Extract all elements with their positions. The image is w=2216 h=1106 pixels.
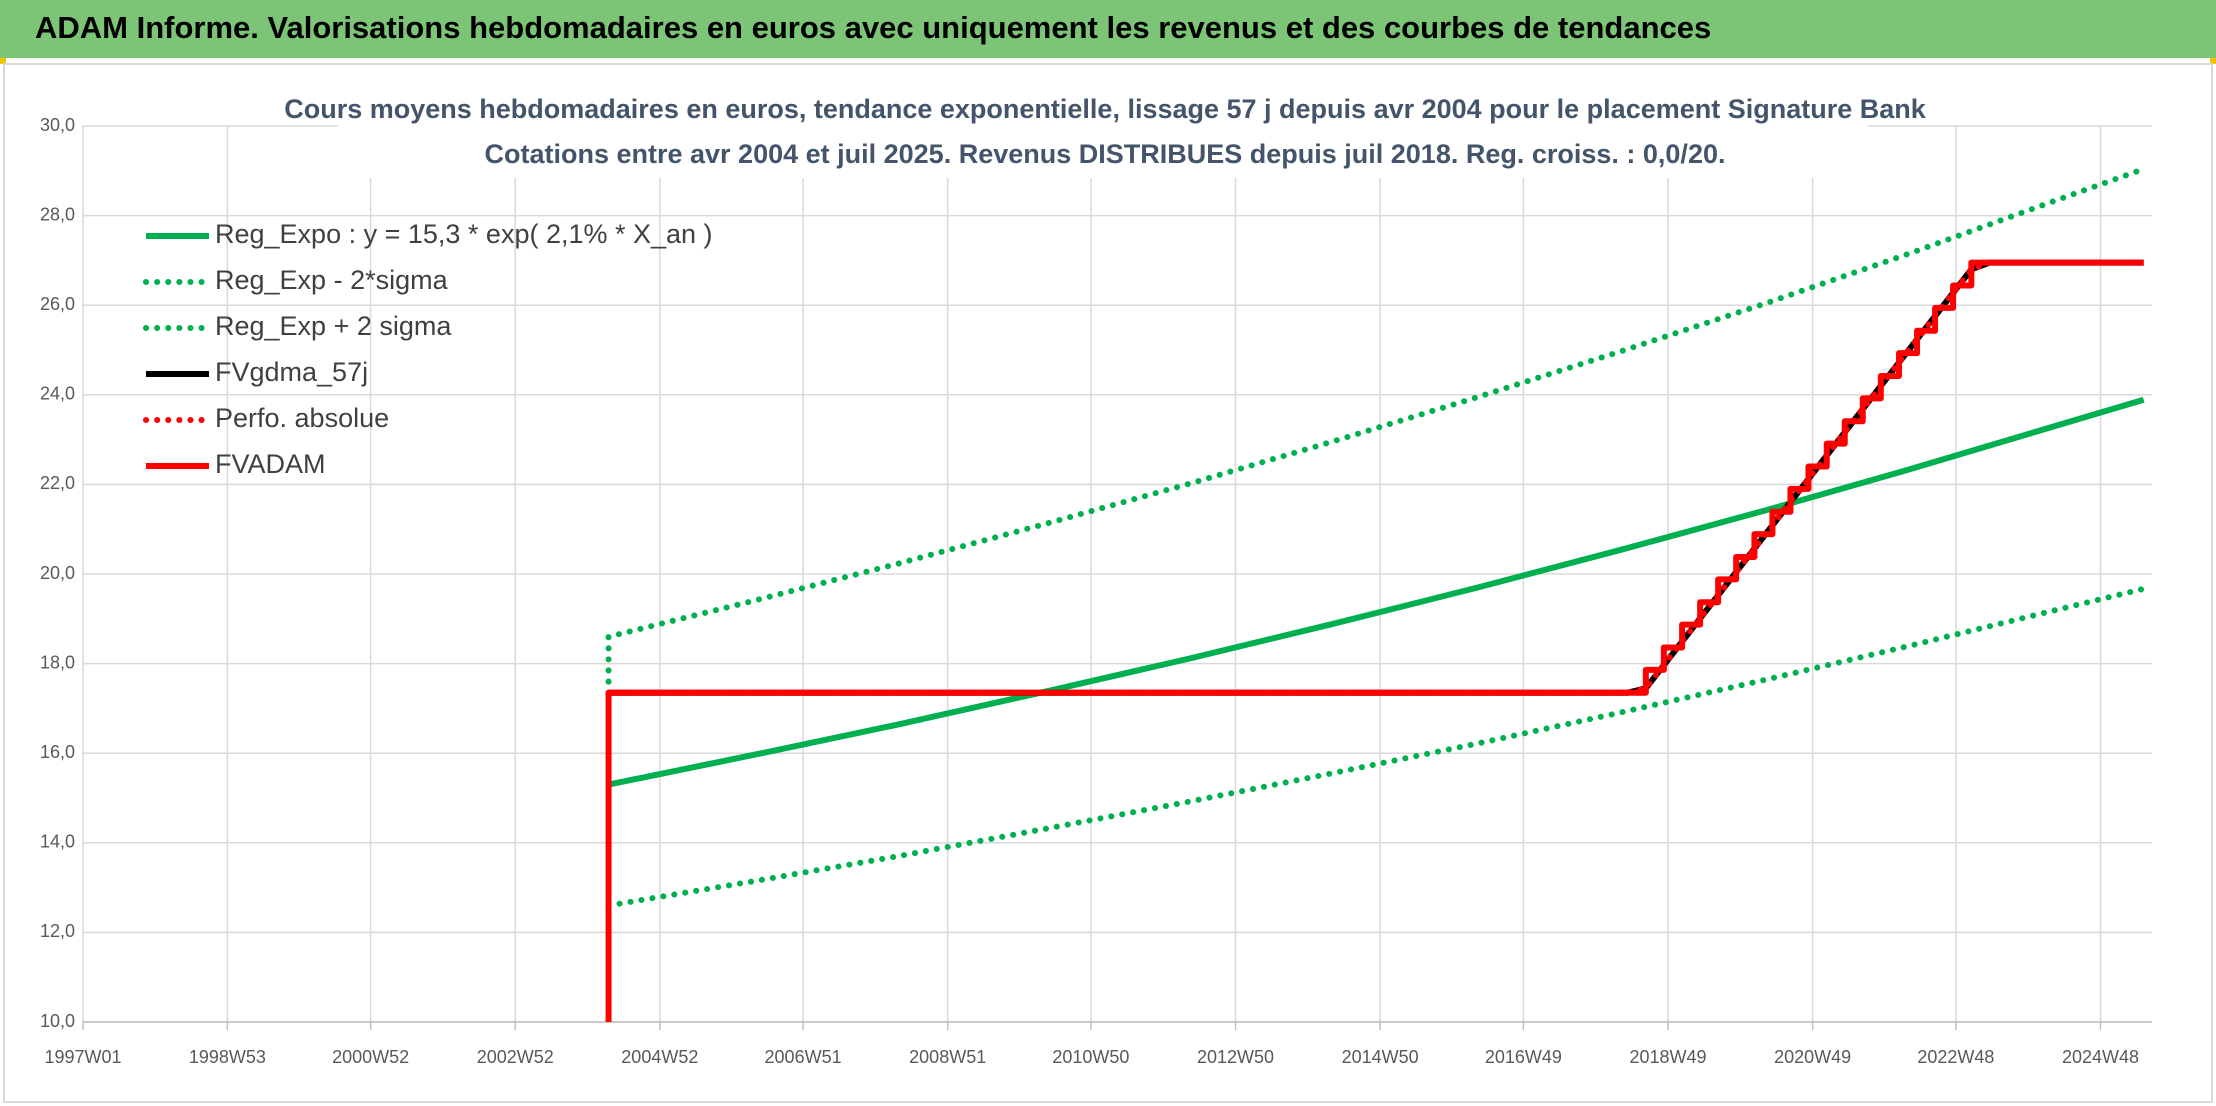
x-tick-label: 2004W52	[621, 1047, 698, 1067]
x-tick-label: 2006W51	[765, 1047, 842, 1067]
y-tick-label: 26,0	[40, 294, 75, 314]
header-bar	[0, 0, 2216, 58]
x-tick-label: 2020W49	[1774, 1047, 1851, 1067]
plot-area	[605, 166, 2147, 1022]
y-tick-label: 30,0	[40, 115, 75, 135]
legend-label: Reg_Exp - 2*sigma	[215, 265, 449, 295]
x-tick-label: 2018W49	[1629, 1047, 1706, 1067]
y-tick-label: 22,0	[40, 473, 75, 493]
series-line	[605, 585, 2147, 909]
x-tick-label: 2002W52	[477, 1047, 554, 1067]
x-tick-label: 2008W51	[909, 1047, 986, 1067]
y-tick-label: 18,0	[40, 652, 75, 672]
series-line	[607, 396, 2145, 788]
legend-label: FVgdma_57j	[215, 357, 368, 387]
y-tick-label: 12,0	[40, 921, 75, 941]
x-tick-label: 2022W48	[1917, 1047, 1994, 1067]
y-tick-label: 10,0	[40, 1011, 75, 1031]
title-background	[338, 90, 1868, 178]
series-line	[605, 259, 2144, 1022]
chart-title: Cours moyens hebdomadaires en euros, ten…	[284, 94, 1927, 124]
x-tick-label: 2000W52	[332, 1047, 409, 1067]
x-tick-label: 2024W48	[2062, 1047, 2139, 1067]
corner-mark	[0, 58, 6, 64]
y-tick-label: 14,0	[40, 832, 75, 852]
corner-mark	[2210, 58, 2216, 64]
x-tick-label: 1997W01	[44, 1047, 121, 1067]
y-tick-label: 24,0	[40, 384, 75, 404]
y-tick-label: 28,0	[40, 204, 75, 224]
x-tick-label: 1998W53	[189, 1047, 266, 1067]
x-tick-label: 2012W50	[1197, 1047, 1274, 1067]
x-tick-label: 2010W50	[1052, 1047, 1129, 1067]
y-tick-label: 20,0	[40, 563, 75, 583]
legend-label: Perfo. absolue	[215, 403, 389, 433]
legend-label: Reg_Exp + 2 sigma	[215, 311, 452, 341]
x-tick-label: 2014W50	[1342, 1047, 1419, 1067]
x-tick-label: 2016W49	[1485, 1047, 1562, 1067]
chart-border	[3, 63, 2213, 1103]
chart-subtitle: Cotations entre avr 2004 et juil 2025. R…	[485, 139, 1726, 169]
legend-label: Reg_Expo : y = 15,3 * exp( 2,1% * X_an )	[215, 219, 713, 249]
legend: Reg_Expo : y = 15,3 * exp( 2,1% * X_an )…	[143, 219, 713, 479]
legend-label: FVADAM	[215, 449, 326, 479]
header-title: ADAM Informe. Valorisations hebdomadaire…	[35, 10, 1711, 45]
y-tick-label: 16,0	[40, 742, 75, 762]
